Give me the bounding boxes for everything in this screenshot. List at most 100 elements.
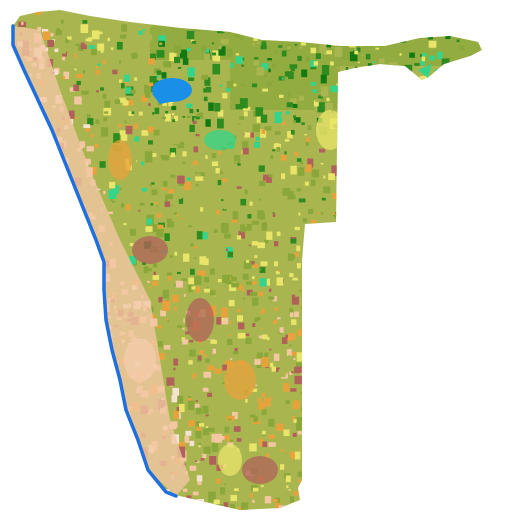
land-cover-patch-mixed-scrub (317, 311, 325, 321)
land-cover-patch-bare-sand (18, 82, 24, 90)
land-cover-patch-mixed-scrub (25, 96, 33, 102)
land-cover-patch-bare-sand (111, 371, 117, 376)
land-cover-patch-sparse-vegetation (423, 146, 430, 155)
land-cover-patch-shrubland (256, 352, 263, 359)
land-cover-patch-sparse-vegetation (353, 159, 360, 164)
land-cover-patch-bare-rock (247, 132, 254, 138)
land-cover-patch-mixed-scrub (89, 167, 97, 175)
land-cover-patch-sparse-vegetation (375, 505, 380, 510)
land-cover-patch-shrubland (481, 171, 482, 173)
land-cover-patch-dense-forest (353, 10, 361, 18)
land-cover-patch-shrubland (349, 259, 352, 263)
land-cover-patch-bare-sand (50, 32, 54, 37)
land-cover-patch-grassland-savanna (141, 172, 148, 180)
land-cover-patch-sparse-vegetation (419, 124, 426, 131)
land-cover-patch-bare-sand (264, 496, 272, 504)
land-cover-patch-sparse-vegetation (267, 336, 270, 341)
land-cover-patch-mixed-scrub (216, 209, 220, 215)
land-cover-patch-grassland-savanna (178, 211, 184, 219)
land-cover-patch-mixed-scrub (22, 12, 26, 14)
land-cover-patch-grassland-savanna (136, 56, 143, 62)
land-cover-patch-bare-rock (338, 152, 343, 159)
land-cover-patch-sparse-vegetation (431, 32, 436, 35)
land-cover-patch-shrubland (480, 32, 482, 35)
land-cover-patch-shrubland (151, 224, 159, 233)
land-cover-patch-shrubland (414, 278, 419, 285)
land-cover-patch-bare-rock (15, 94, 23, 101)
land-cover-patch-bare-sand (77, 321, 85, 327)
land-cover-patch-shrubland (476, 188, 482, 192)
land-cover-patch-grassland-savanna (31, 192, 34, 197)
land-cover-patch-mixed-scrub (274, 307, 278, 311)
land-cover-patch-grassland-savanna (445, 13, 450, 18)
land-cover-patch-dense-forest (361, 20, 368, 28)
land-cover-patch-pale-sand (104, 382, 112, 391)
land-cover-patch-bare-sand (354, 411, 360, 416)
land-cover-patch-sparse-vegetation (138, 111, 143, 116)
land-cover-patch-bare-sand (343, 376, 347, 379)
land-cover-patch-bare-sand (13, 470, 14, 475)
land-cover-patch-pale-sand (30, 444, 38, 453)
land-cover-patch-woodland (261, 41, 267, 46)
land-cover-patch-bare-sand (145, 501, 149, 506)
land-cover-patch-shrubland (176, 395, 184, 404)
land-cover-patch-woodland (394, 251, 403, 260)
land-cover-patch-shrubland (102, 93, 107, 99)
land-cover-patch-shrubland (65, 38, 69, 44)
land-cover-patch-bare-sand (24, 232, 33, 244)
land-cover-patch-bare-sand (337, 342, 343, 350)
land-cover-patch-sparse-vegetation (294, 451, 301, 460)
land-cover-patch-sparse-vegetation (419, 131, 427, 139)
land-cover-patch-bare-rock (110, 497, 114, 500)
land-cover-patch-sparse-vegetation (250, 388, 258, 392)
land-cover-patch-mixed-scrub (291, 352, 297, 356)
land-cover-patch-bare-sand (43, 423, 50, 432)
land-cover-patch-shrubland (320, 212, 324, 215)
land-cover-patch-grassland-savanna (138, 117, 145, 122)
land-cover-patch-dense-forest (208, 102, 214, 111)
land-cover-patch-sparse-vegetation (388, 466, 391, 471)
land-cover-patch-mixed-scrub (374, 470, 377, 473)
land-cover-patch-sparse-vegetation (469, 176, 474, 182)
land-cover-patch-pale-sand (34, 480, 43, 485)
land-cover-patch-shrubland (287, 92, 292, 98)
land-cover-patch-grassland-savanna (351, 191, 356, 196)
land-cover-patch-bare-rock (176, 502, 182, 507)
land-cover-patch-woodland (481, 109, 482, 116)
land-cover-patch-woodland (426, 161, 430, 165)
land-cover-patch-grassland-savanna (303, 507, 311, 510)
land-cover-patch-bare-sand (349, 501, 354, 504)
land-cover-patch-grassland-savanna (383, 434, 389, 442)
land-cover-patch-shrubland (465, 430, 472, 438)
land-cover-patch-mixed-scrub (331, 325, 339, 338)
land-cover-patch-sparse-vegetation (465, 244, 470, 247)
land-cover-patch-shrubland (467, 410, 473, 416)
land-cover-patch-woodland (241, 64, 245, 67)
land-cover-patch-sparse-vegetation (183, 253, 190, 262)
land-cover-patch-woodland (259, 267, 266, 273)
land-cover-patch-woodland (294, 44, 298, 46)
land-cover-patch-grassland-savanna (29, 154, 34, 160)
land-cover-patch-bare-sand (35, 483, 38, 485)
land-cover-patch-shrubland (301, 306, 304, 310)
land-cover-patch-bare-rock (225, 248, 228, 252)
land-cover-patch-bare-rock (379, 479, 384, 484)
land-cover-patch-shrubland (307, 361, 310, 365)
land-cover-patch-bare-sand (99, 352, 104, 357)
land-cover-patch-bare-rock (53, 297, 57, 301)
land-cover-patch-mixed-scrub (430, 475, 436, 482)
land-cover-patch-shrubland (326, 378, 331, 384)
land-cover-patch-mixed-scrub (479, 436, 482, 441)
land-cover-patch-grassland-savanna (365, 208, 370, 212)
land-cover-patch-mixed-scrub (467, 184, 475, 189)
land-cover-patch-grassland-savanna (196, 173, 201, 177)
land-cover-patch-bare-rock (316, 438, 325, 446)
land-cover-patch-bare-sand (83, 281, 92, 289)
land-cover-patch-shrubland (335, 328, 339, 331)
land-cover-patch-sparse-vegetation (174, 115, 178, 122)
land-cover-patch-mixed-scrub (361, 233, 364, 237)
land-cover-patch-bare-sand (170, 421, 178, 428)
land-cover-patch-shrubland (476, 422, 481, 426)
land-cover-patch-shrubland (462, 35, 465, 38)
land-cover-patch-wetland-vegetation (471, 86, 477, 91)
